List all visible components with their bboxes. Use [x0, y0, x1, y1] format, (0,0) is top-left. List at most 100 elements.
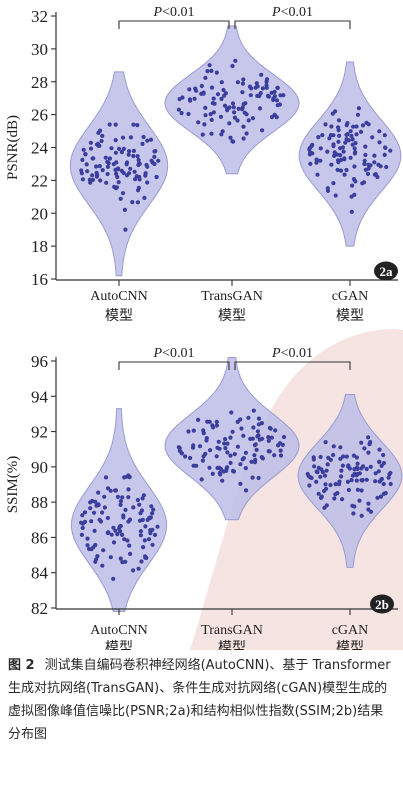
significance-p: P [153, 346, 163, 361]
data-point [388, 481, 393, 487]
panel-tag-badge [374, 261, 398, 281]
data-point [386, 475, 391, 480]
data-point [155, 524, 160, 529]
data-point [126, 487, 131, 492]
data-point [243, 450, 248, 455]
data-point [350, 183, 355, 188]
data-point [364, 477, 369, 482]
data-point [325, 149, 330, 154]
data-point [323, 440, 328, 445]
data-point [220, 478, 225, 483]
data-point [122, 207, 127, 212]
data-point [202, 122, 207, 127]
data-point [90, 173, 95, 178]
data-point [332, 153, 337, 158]
data-point [278, 93, 283, 98]
data-point [183, 454, 188, 459]
data-point [254, 447, 259, 452]
data-point [316, 135, 321, 140]
data-point [215, 92, 221, 97]
data-point [209, 85, 215, 90]
data-point [154, 174, 159, 180]
data-point [356, 106, 361, 111]
data-point [119, 150, 124, 155]
data-point [81, 147, 86, 152]
data-point [351, 124, 356, 129]
data-point [318, 474, 323, 479]
data-point [375, 495, 380, 500]
data-point [186, 111, 191, 117]
data-point [179, 111, 184, 116]
data-point [322, 505, 327, 510]
category-label: TransGAN [201, 289, 263, 304]
data-point [332, 496, 337, 501]
psnr-chart: 16 18 20 22 24 26 28 30 32 PSNR(dB) AutoCNN 模型 Trans… [5, 5, 402, 324]
data-point [338, 153, 343, 158]
data-point [352, 151, 357, 156]
data-point [381, 481, 386, 487]
data-point [362, 161, 367, 167]
data-point [196, 120, 201, 125]
data-point [98, 519, 104, 524]
data-point [241, 456, 246, 461]
data-point [273, 428, 278, 433]
figure-label: 图 2 [8, 658, 35, 673]
data-point [92, 528, 97, 533]
data-point [351, 511, 356, 516]
significance-label: P<0.01 [271, 5, 313, 20]
data-point [342, 172, 347, 177]
data-point [382, 152, 387, 157]
data-point [102, 494, 107, 499]
data-point [331, 181, 336, 186]
data-point [85, 536, 90, 541]
data-point [221, 87, 226, 93]
data-point [147, 515, 152, 520]
data-point [331, 142, 336, 147]
data-point [267, 425, 272, 431]
data-point [315, 172, 320, 177]
data-point [253, 442, 258, 447]
data-point [367, 442, 372, 447]
data-point [113, 122, 118, 127]
data-point [130, 200, 135, 205]
data-point [251, 425, 256, 430]
data-point [345, 479, 350, 484]
data-point [149, 158, 154, 163]
data-point [194, 463, 199, 468]
data-point [259, 72, 264, 77]
data-point [271, 97, 276, 102]
data-point [79, 168, 84, 173]
data-point [120, 191, 126, 196]
data-point [362, 158, 367, 163]
y-tick-label: 32 [31, 7, 48, 26]
data-point [336, 139, 341, 144]
data-point [112, 184, 117, 189]
category-label: cGAN [332, 289, 369, 304]
data-point [357, 498, 362, 503]
data-point [109, 532, 114, 537]
data-point [322, 488, 327, 494]
significance-p: P [271, 5, 281, 20]
data-point [219, 132, 224, 137]
data-point [350, 137, 355, 142]
data-point [322, 473, 328, 478]
data-point [96, 502, 101, 507]
data-point [240, 81, 245, 86]
data-point [267, 449, 272, 454]
data-point [89, 519, 94, 524]
data-point [360, 123, 366, 128]
data-point [113, 528, 118, 533]
data-point [243, 488, 249, 493]
data-point [222, 103, 228, 108]
data-point [346, 464, 351, 469]
data-point [352, 504, 357, 509]
data-point [204, 438, 209, 443]
data-point [107, 156, 112, 161]
data-point [333, 109, 338, 114]
data-point [324, 468, 329, 473]
data-point [250, 475, 255, 480]
data-point [255, 93, 260, 98]
data-point [148, 528, 153, 533]
data-point [243, 466, 248, 471]
data-point [103, 155, 108, 160]
